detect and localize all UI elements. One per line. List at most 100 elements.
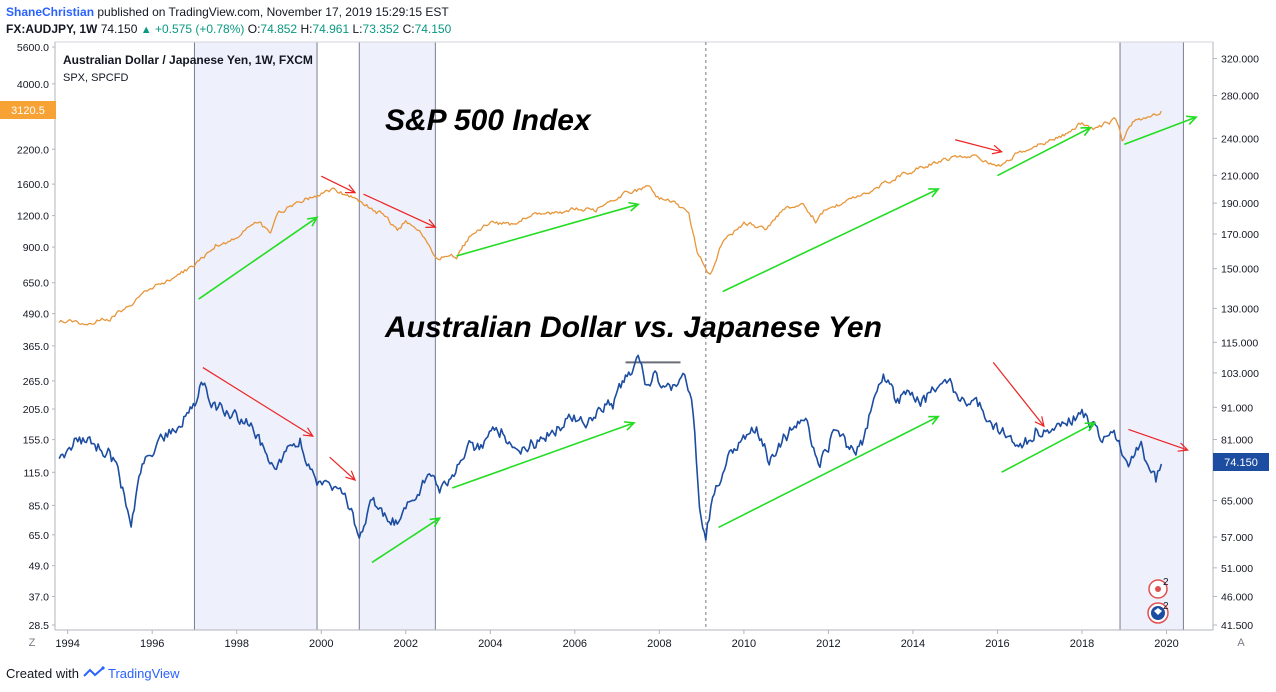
low-label: L: [352, 22, 363, 36]
left-price-badge [0, 101, 56, 119]
right-tick-label-10: 91.000 [1221, 402, 1253, 414]
auto-scale-label[interactable]: A [1237, 637, 1245, 649]
x-tick-label-9: 2012 [816, 638, 840, 650]
trend-arrow-down-15 [1128, 428, 1188, 451]
right-tick-label-15: 51.000 [1221, 563, 1253, 575]
author-link[interactable]: ShaneChristian [6, 5, 95, 19]
trend-arrow-down-1 [320, 175, 356, 194]
trend-arrowhead-4 [928, 188, 940, 198]
trend-arrow-down-13 [992, 361, 1045, 427]
earnings-flag-icon[interactable] [1147, 602, 1169, 624]
left-tick-label-5: 1200.0 [17, 211, 49, 223]
x-tick-label-13: 2020 [1154, 638, 1178, 650]
left-tick-label-11: 205.0 [23, 404, 49, 416]
left-tick-label-6: 900.0 [23, 242, 49, 254]
x-tick-label-7: 2008 [647, 638, 671, 650]
brand-link[interactable]: TradingView [108, 666, 180, 681]
right-tick-label-3: 210.000 [1221, 170, 1259, 182]
trend-arrow-up-4 [722, 188, 939, 293]
series-line-spx [58, 110, 1162, 326]
x-tick-label-3: 2000 [309, 638, 333, 650]
publish-line: ShaneChristian published on TradingView.… [6, 4, 1266, 21]
symbol-name[interactable]: FX:AUDJPY, 1W [6, 22, 98, 36]
trend-arrow-up-11 [452, 422, 635, 489]
audjpy-annotation: Australian Dollar vs. Japanese Yen [384, 311, 882, 344]
trend-arrow-up-6 [997, 126, 1091, 177]
dividend-event-icon[interactable] [1148, 579, 1168, 599]
up-triangle-icon: ▲ [140, 24, 152, 36]
right-tick-label-1: 280.000 [1221, 91, 1259, 103]
left-tick-label-14: 85.0 [29, 500, 50, 512]
close-label: C: [402, 22, 415, 36]
published-text: published on TradingView.com, November 1… [97, 5, 449, 19]
trend-arrowhead-0 [307, 216, 319, 227]
trend-arrowhead-3 [628, 201, 640, 212]
trend-arrow-up-14 [1001, 422, 1096, 473]
left-tick-label-8: 490.0 [23, 309, 49, 321]
open-value: 74.852 [260, 22, 298, 36]
trend-arrowhead-10 [429, 517, 442, 528]
right-price-badge [1213, 453, 1269, 471]
right-tick-label-5: 170.000 [1221, 229, 1259, 241]
x-tick-label-5: 2004 [478, 638, 502, 650]
legend-main[interactable]: Australian Dollar / Japanese Yen, 1W, FX… [63, 53, 313, 67]
trend-arrowhead-8 [302, 427, 314, 437]
x-tick-label-8: 2010 [732, 638, 756, 650]
trend-arrow-up-7 [1123, 116, 1197, 146]
shaded-period-2 [1120, 42, 1184, 630]
left-tick-label-1: 4000.0 [17, 79, 49, 91]
trend-arrow-down-8 [202, 367, 314, 437]
trend-arrowhead-1 [345, 184, 357, 194]
right-tick-label-4: 190.000 [1221, 198, 1259, 210]
trend-arrowhead-13 [1034, 416, 1045, 428]
left-tick-label-9: 365.0 [23, 341, 49, 353]
trend-arrowhead-5 [991, 144, 1004, 155]
left-tick-label-4: 1600.0 [17, 179, 49, 191]
event-count-a: 2 [1163, 577, 1169, 588]
right-tick-label-6: 150.000 [1221, 264, 1259, 276]
left-tick-label-12: 155.0 [23, 435, 49, 447]
x-tick-label-6: 2006 [563, 638, 587, 650]
shaded-period-0 [194, 42, 318, 630]
trend-arrowhead-11 [623, 421, 636, 431]
series-layer [58, 110, 1163, 541]
event-count-b: 2 [1163, 601, 1169, 612]
right-tick-label-13: 65.000 [1221, 496, 1253, 508]
last-price: 74.150 [100, 22, 138, 36]
x-tick-label-2: 1998 [224, 638, 248, 650]
right-price-badge-text: 74.150 [1224, 457, 1258, 469]
zoom-corner-label[interactable]: Z [29, 637, 36, 649]
shaded-period-1 [359, 42, 436, 630]
trend-arrow-down-9 [329, 456, 356, 481]
left-tick-label-7: 650.0 [23, 278, 49, 290]
trend-arrowhead-2 [425, 219, 437, 228]
right-tick-label-9: 103.000 [1221, 368, 1259, 380]
legend-overlay[interactable]: SPX, SPCFD [63, 72, 128, 84]
series-line-audjpy [58, 354, 1163, 541]
trend-arrow-down-5 [955, 139, 1002, 153]
trend-arrowhead-15 [1177, 442, 1189, 452]
x-tick-label-4: 2002 [394, 638, 418, 650]
trend-arrowhead-6 [1080, 126, 1093, 137]
trend-arrow-up-3 [456, 203, 639, 257]
left-price-badge-text: 3120.5 [11, 105, 45, 117]
trend-arrowhead-9 [345, 470, 357, 481]
right-price-axis[interactable]: 320.000 280.000 240.000 210.000 190.000 170.0… [1212, 42, 1259, 632]
created-with-text: Created with [6, 666, 79, 681]
left-tick-label-18: 28.5 [29, 620, 50, 632]
close-value: 74.150 [414, 22, 452, 36]
chart-header: ShaneChristian published on TradingView.… [6, 4, 1266, 40]
left-tick-label-16: 49.0 [29, 561, 50, 573]
left-price-axis[interactable]: 5600.0 4000.0 2200.0 1600.0 1200.0 900.0 650.0… [17, 42, 56, 632]
x-tick-label-12: 2018 [1070, 638, 1094, 650]
right-tick-label-7: 130.000 [1221, 303, 1259, 315]
high-value: 74.961 [312, 22, 350, 36]
spx-annotation: S&P 500 Index [385, 104, 592, 137]
open-label: O: [247, 22, 261, 36]
time-axis[interactable]: 1994 1996 1998 2000 2002 2004 2006 2008 2010 2012… [55, 630, 1179, 650]
trend-arrows [198, 115, 1198, 564]
x-tick-label-1: 1996 [140, 638, 164, 650]
low-value: 73.352 [362, 22, 400, 36]
trend-arrowhead-7 [1186, 115, 1198, 125]
